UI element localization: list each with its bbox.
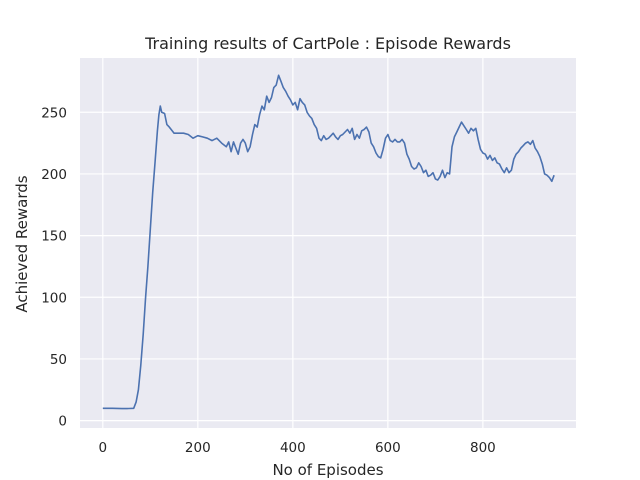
- y-tick-label: 100: [41, 290, 67, 306]
- x-tick-label: 800: [470, 440, 496, 456]
- y-tick-label: 250: [41, 105, 67, 121]
- x-tick-label: 600: [375, 440, 401, 456]
- x-grid-lines: [102, 58, 484, 428]
- y-tick-label: 0: [58, 414, 67, 430]
- y-tick-labels: 0 50 100 150 200 250: [41, 105, 67, 429]
- x-axis-label: No of Episodes: [272, 461, 383, 479]
- chart-title: Training results of CartPole : Episode R…: [144, 34, 511, 53]
- x-tick-label: 200: [185, 440, 211, 456]
- x-tick-label: 400: [280, 440, 306, 456]
- y-tick-label: 50: [50, 352, 67, 368]
- y-tick-label: 150: [41, 229, 67, 245]
- plot-area: [80, 58, 576, 428]
- y-tick-label: 200: [41, 167, 67, 183]
- reward-series-line: [102, 74, 555, 410]
- y-axis-label: Achieved Rewards: [13, 175, 31, 312]
- x-tick-labels: 0 200 400 600 800: [99, 440, 496, 456]
- x-tick-label: 0: [99, 440, 108, 456]
